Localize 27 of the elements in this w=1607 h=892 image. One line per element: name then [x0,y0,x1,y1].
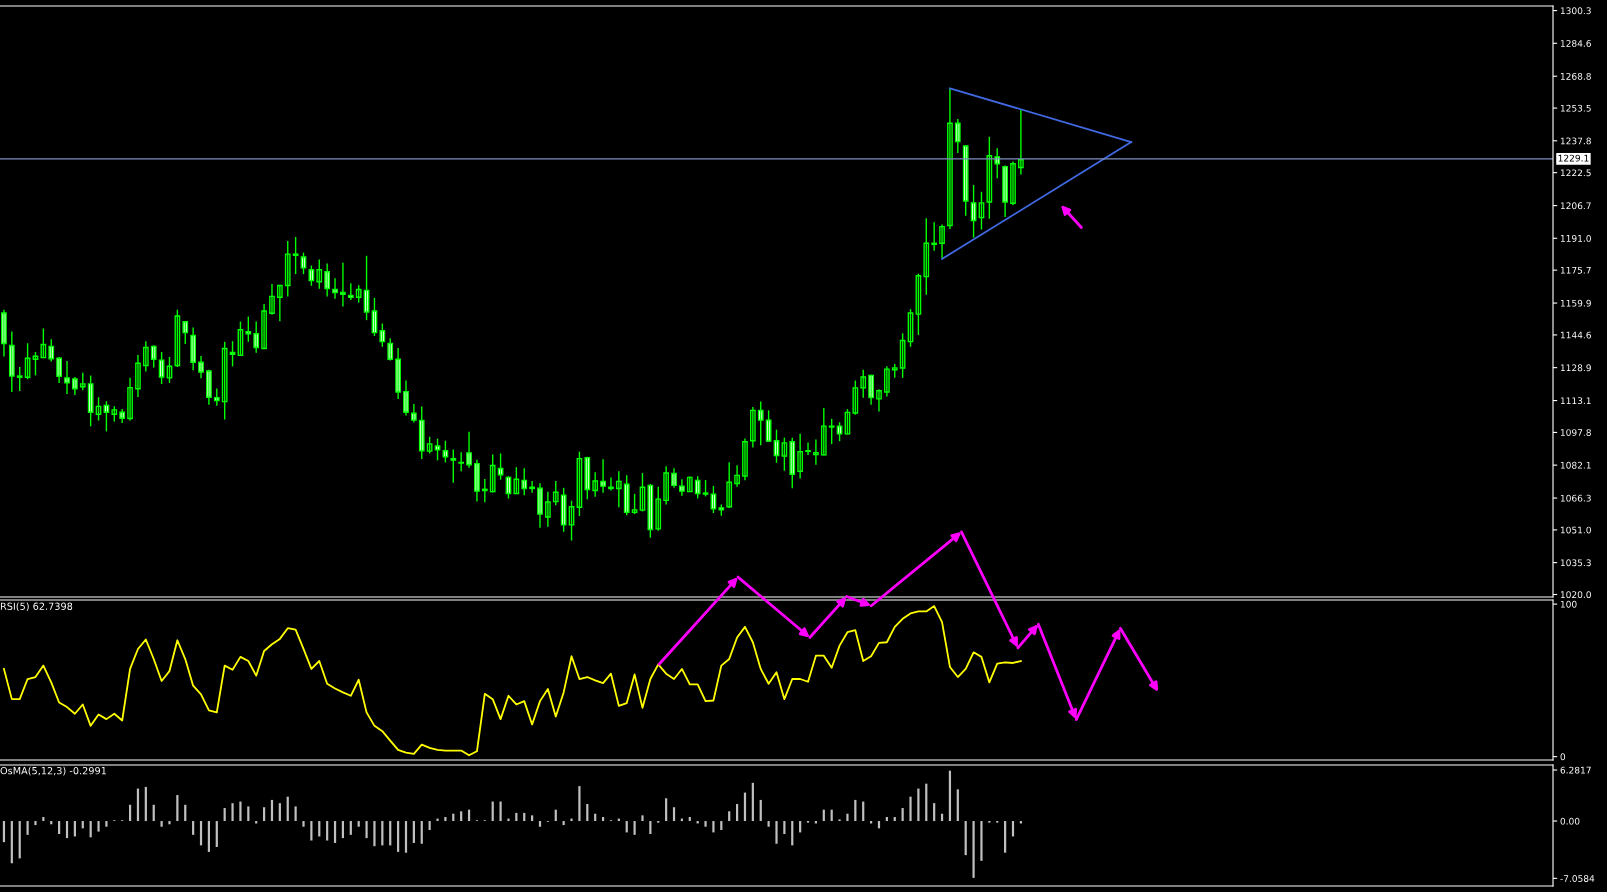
y-tick-label: 1020.0 [1560,591,1591,599]
y-tick-label: 1268.8 [1560,72,1591,80]
y-tick-label: 1175.7 [1560,267,1591,274]
y-tick-label: 1191.0 [1560,235,1591,242]
y-tick-label: 1066.3 [1560,494,1591,502]
y-tick-label: 0.00 [1560,817,1580,825]
y-tick-label: 1128.9 [1560,364,1591,372]
y-tick-label: 1144.6 [1560,331,1591,339]
y-tick-label: -7.0584 [1560,875,1595,882]
y-tick-label: 1097.8 [1560,429,1591,436]
y-tick-label: 1222.5 [1560,169,1591,177]
y-tick-label: 1206.7 [1560,202,1591,210]
chart-title: OsMA(5,12,3) -0.2991 [0,766,106,776]
y-tick-label: 1253.5 [1560,104,1591,112]
ref-line-label: 1229.1 [1558,154,1589,162]
y-tick-label: 6.2817 [1560,766,1591,774]
y-tick-label: 1159.9 [1560,299,1591,307]
y-tick-label: 1082.1 [1560,461,1591,469]
y-tick-label: 1237.8 [1560,137,1591,145]
chart-title: RSI(5) 62.7398 [0,602,73,612]
y-tick-label: 0 [1560,753,1566,761]
y-tick-label: 1051.0 [1560,526,1591,534]
y-tick-label: 1300.3 [1560,7,1591,15]
y-tick-label: 1035.3 [1560,559,1591,567]
y-tick-label: 100 [1560,600,1577,608]
y-tick-label: 1113.1 [1560,397,1591,405]
y-tick-label: 1284.6 [1560,40,1591,47]
